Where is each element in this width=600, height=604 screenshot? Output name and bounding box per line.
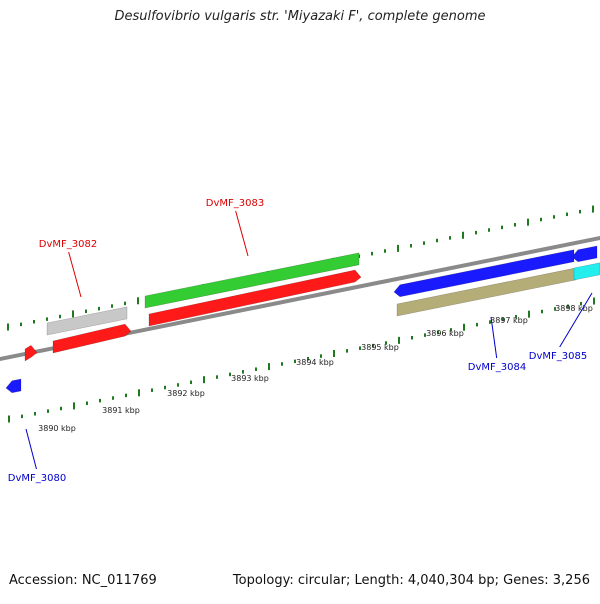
kbp-scale-label: 3897 kbp bbox=[490, 316, 528, 325]
kbp-scale-label: 3898 kbp bbox=[555, 304, 593, 313]
kbp-scale-label: 3894 kbp bbox=[296, 358, 334, 367]
gene-arrow-blue-left bbox=[5, 378, 22, 394]
gene-arrow-red-large bbox=[148, 269, 362, 327]
gene-label: DvMF_3083 bbox=[206, 198, 264, 209]
gene-label: DvMF_3080 bbox=[8, 473, 66, 484]
kbp-scale-label: 3896 kbp bbox=[426, 329, 464, 338]
gene-arrow-red-small bbox=[52, 323, 132, 354]
kbp-scale-label: 3895 kbp bbox=[361, 343, 399, 352]
accession-label: Accession: NC_011769 bbox=[9, 573, 157, 588]
gene-arrow-blue-edge bbox=[571, 245, 598, 263]
gene-label-leader bbox=[559, 292, 593, 348]
gene-label-leader bbox=[25, 428, 37, 470]
map-title: Desulfovibrio vulgaris str. 'Miyazaki F'… bbox=[114, 9, 486, 24]
gene-features bbox=[5, 245, 600, 394]
kbp-scale-labels: 3890 kbp 3891 kbp 3892 kbp 3893 kbp 3894 kbp… bbox=[38, 304, 593, 433]
lower-tick-ring bbox=[8, 297, 595, 423]
gene-bar-olive bbox=[396, 267, 577, 317]
gene-label-leader bbox=[235, 210, 249, 257]
gene-label-leader bbox=[68, 251, 82, 298]
gene-label: DvMF_3084 bbox=[468, 362, 526, 373]
kbp-scale-label: 3892 kbp bbox=[167, 389, 205, 398]
gene-arrow-red-tiny bbox=[24, 344, 38, 362]
gene-label-leader bbox=[490, 316, 498, 359]
kbp-scale-label: 3891 kbp bbox=[102, 406, 140, 415]
kbp-scale-label: 3893 kbp bbox=[231, 374, 269, 383]
gene-bar-gray bbox=[46, 306, 128, 336]
gene-label: DvMF_3085 bbox=[529, 351, 587, 362]
kbp-scale-label: 3890 kbp bbox=[38, 424, 76, 433]
gene-label: DvMF_3082 bbox=[39, 239, 97, 250]
gene-bar-cyan bbox=[573, 262, 600, 281]
gene-arrow-blue bbox=[393, 249, 575, 298]
gene-bar-green bbox=[144, 252, 360, 309]
genome-summary: Topology: circular; Length: 4,040,304 bp… bbox=[232, 573, 590, 588]
